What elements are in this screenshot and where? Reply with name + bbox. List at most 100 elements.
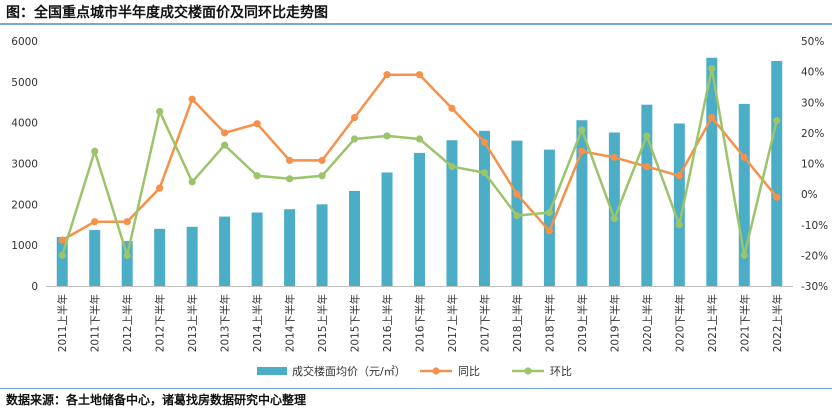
chart-title: 图：全国重点城市半年度成交楼面价及同环比走势图 <box>6 5 328 21</box>
yoy-point <box>480 138 489 146</box>
line-series <box>58 64 781 259</box>
x-tick-label: 2020上半年 <box>641 294 654 352</box>
axes: 0 1000 2000 3000 4000 5000 6000 -30% -20% -10% 0% 1… <box>11 36 828 293</box>
y-right-tick-label: 10% <box>801 159 824 171</box>
mom-point <box>123 251 131 259</box>
mom-point <box>480 169 489 177</box>
mom-point <box>58 251 66 259</box>
x-tick-label: 2017下半年 <box>478 294 491 352</box>
y-left-tick-label: 2000 <box>11 199 38 211</box>
mom-point <box>415 135 424 143</box>
y-right-tick-label: 0% <box>801 189 818 201</box>
mom-point <box>285 175 294 183</box>
mom-point <box>545 208 554 217</box>
mom-point <box>708 64 716 73</box>
bar <box>478 130 490 286</box>
chart-area: 0 1000 2000 3000 4000 5000 6000 -30% -20% -10% 0% 1… <box>11 36 828 378</box>
yoy-point <box>545 227 554 235</box>
bar <box>446 140 458 286</box>
x-tick-label: 2018下半年 <box>543 294 556 352</box>
x-tick-label: 2012下半年 <box>154 294 167 352</box>
x-tick-label: 2020下半年 <box>673 294 686 352</box>
y-right-tick-label: 30% <box>801 97 824 109</box>
yoy-point <box>643 162 651 171</box>
bar <box>673 123 685 286</box>
y-left-tick-label: 4000 <box>11 118 38 130</box>
yoy-point <box>610 153 618 161</box>
yoy-point <box>448 104 456 112</box>
mom-point <box>675 221 683 229</box>
y-left-tick-label: 5000 <box>11 77 38 89</box>
x-tick-label: 2018上半年 <box>511 294 524 352</box>
mom-point <box>156 107 164 116</box>
y-left-tick-label: 6000 <box>11 36 38 48</box>
x-tick-label: 2021上半年 <box>706 294 719 352</box>
bar <box>349 190 361 286</box>
yoy-point <box>253 120 261 128</box>
yoy-point <box>188 95 196 103</box>
y-right-tick-label: -30% <box>801 281 828 293</box>
legend-bar-swatch <box>257 367 287 375</box>
bar <box>316 204 328 286</box>
yoy-point <box>91 218 99 226</box>
x-tick-label: 2016上半年 <box>381 294 394 352</box>
yoy-point <box>383 71 391 79</box>
bar <box>89 230 101 286</box>
y-right-tick-label: -20% <box>801 250 828 262</box>
y-left-tick-label: 1000 <box>11 240 38 252</box>
bar <box>56 237 68 286</box>
mom-point <box>91 147 99 155</box>
bar <box>154 228 166 286</box>
mom-point <box>383 132 391 140</box>
legend: 成交楼面均价（元/㎡） 同比 环比 <box>257 364 572 378</box>
bar <box>641 104 653 286</box>
x-tick-label: 2012上半年 <box>121 294 134 352</box>
mom-point <box>350 135 359 143</box>
bar <box>186 226 198 286</box>
x-tick-label: 2019上半年 <box>576 294 589 352</box>
bar <box>121 241 133 286</box>
x-tick-label: 2013下半年 <box>219 294 232 352</box>
title-divider <box>0 23 832 25</box>
bar <box>414 152 425 286</box>
yoy-point <box>318 156 326 165</box>
bar <box>543 149 555 286</box>
mom-point <box>253 172 261 180</box>
source-note: 数据来源：各土地储备中心，诸葛找房数据研究中心整理 <box>6 393 307 407</box>
x-tick-label: 2014下半年 <box>284 294 297 352</box>
yoy-point <box>285 156 294 165</box>
footer-divider <box>0 388 832 389</box>
x-tick-label: 2019下半年 <box>608 294 621 352</box>
y-right-tick-label: 40% <box>801 67 824 79</box>
bar <box>284 209 296 286</box>
mom-point <box>643 132 651 140</box>
legend-yoy-label: 同比 <box>458 365 480 378</box>
bar <box>608 132 620 286</box>
x-tick-label: 2014上半年 <box>251 294 264 352</box>
mom-point <box>448 162 456 171</box>
x-tick-label: 2013上半年 <box>186 294 199 352</box>
y-right-tick-label: -10% <box>801 220 828 232</box>
x-tick-label: 2011上半年 <box>56 294 69 352</box>
x-tick-label: 2015上半年 <box>316 294 329 352</box>
yoy-point <box>578 147 586 155</box>
yoy-point <box>675 172 683 180</box>
y-right-tick-label: 50% <box>801 36 824 48</box>
mom-point <box>610 215 618 223</box>
bar <box>738 103 750 286</box>
yoy-point <box>350 113 359 122</box>
mom-point <box>578 126 586 134</box>
mom-point <box>188 178 196 186</box>
x-tick-label: 2016下半年 <box>414 294 427 352</box>
mom-point <box>221 141 229 149</box>
legend-bar-label: 成交楼面均价（元/㎡） <box>292 364 406 378</box>
mom-point <box>318 172 326 180</box>
bar <box>706 57 718 286</box>
yoy-point <box>58 236 66 244</box>
yoy-point <box>773 193 781 201</box>
y-left-tick-label: 3000 <box>11 159 38 171</box>
bar-series <box>56 57 783 287</box>
mom-point <box>740 251 748 259</box>
bar <box>771 61 783 287</box>
bar <box>219 216 231 286</box>
